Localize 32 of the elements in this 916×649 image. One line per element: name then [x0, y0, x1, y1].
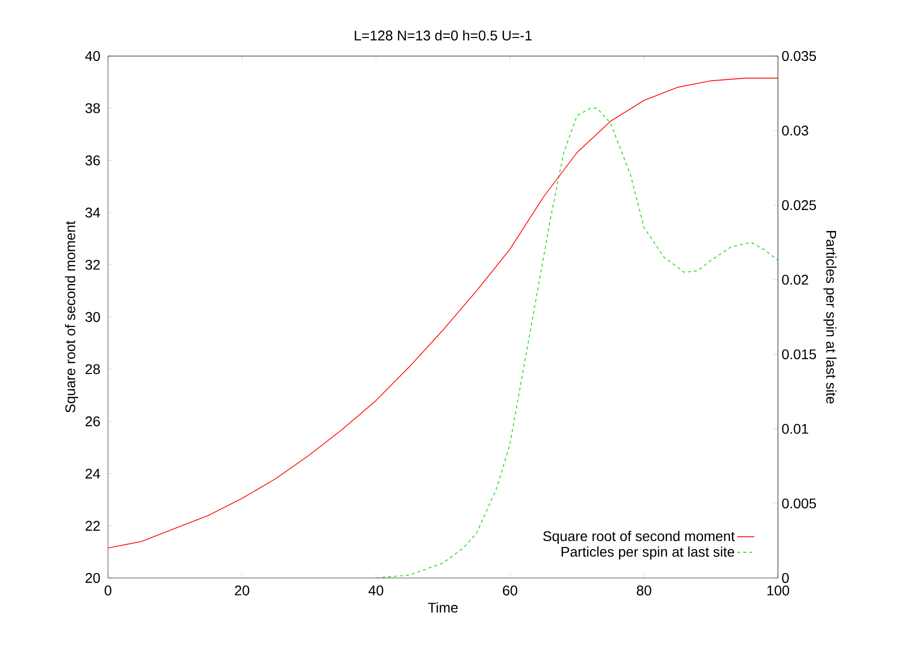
- y-tick-label: 30: [85, 312, 100, 322]
- y-tick-label: 38: [85, 103, 100, 114]
- y-tick-label: 28: [86, 364, 100, 374]
- y2-tick-label: 0: [782, 573, 789, 583]
- y2-tick-label: 0.01: [782, 424, 808, 434]
- line-series: [108, 78, 778, 548]
- x-tick-label: 80: [636, 586, 652, 596]
- y-tick-label: 32: [85, 260, 100, 270]
- y2-tick-label: 0.035: [782, 51, 816, 61]
- y-tick-label: 26: [86, 416, 100, 426]
- y-tick-label: 20: [86, 573, 100, 583]
- chart-title: L=128 N=13 d=0 h=0.5 U=-1: [354, 30, 532, 40]
- y-tick-label: 24: [86, 468, 100, 478]
- x-tick-label: 0: [104, 586, 112, 596]
- x-tick-label: 40: [368, 586, 384, 596]
- x-tick-label: 20: [234, 586, 250, 596]
- y2-axis-title: Particles per spin at last site: [823, 230, 836, 404]
- y2-tick-label: 0.02: [782, 274, 808, 285]
- y-tick-label: 22: [86, 520, 100, 531]
- y2-tick-label: 0.025: [782, 200, 816, 210]
- y-axis-title: Square root of second moment: [64, 221, 78, 412]
- y2-tick-label: 0.03: [782, 126, 808, 136]
- x-tick-label: 60: [502, 586, 518, 596]
- x-axis-title: Time: [428, 602, 458, 613]
- legend-label: Particles per spin at last site: [562, 546, 734, 560]
- y-tick-label: 40: [85, 51, 100, 61]
- y2-tick-label: 0.005: [782, 498, 816, 508]
- y-tick-label: 34: [85, 208, 100, 218]
- y2-tick-label: 0.015: [782, 349, 816, 360]
- legend-label: Square root of second moment: [543, 530, 735, 544]
- y-tick-label: 36: [85, 155, 100, 166]
- x-tick-label: 100: [767, 586, 790, 596]
